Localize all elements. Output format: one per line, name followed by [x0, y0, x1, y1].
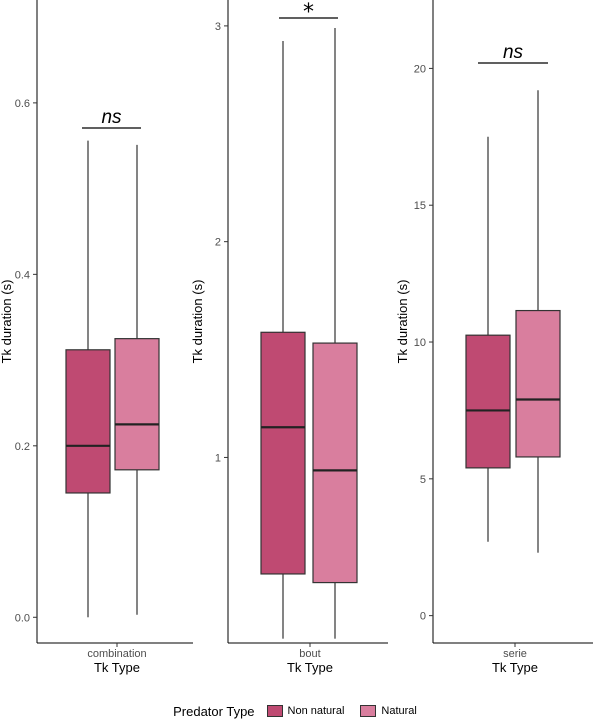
y-axis-title: Tk duration (s): [395, 280, 410, 364]
box-natural: [312, 342, 358, 584]
x-tick-label: serie: [503, 648, 527, 660]
box-non-natural: [65, 349, 111, 494]
y-tick-label: 20: [414, 63, 426, 75]
box-non-natural: [465, 334, 511, 469]
y-tick-label: 0.0: [15, 612, 30, 624]
x-tick-label: bout: [299, 648, 320, 660]
legend-title: Predator Type: [173, 703, 255, 719]
box-natural: [515, 309, 561, 458]
significance-label: ns: [503, 42, 524, 63]
legend-item-non-natural: Non natural: [266, 705, 345, 717]
legend-label-non-natural: Non natural: [287, 705, 345, 717]
significance-label: ns: [101, 107, 122, 128]
x-axis-title: Tk Type: [287, 660, 333, 675]
figure: 0.00.20.40.6Tk duration (s)combinationTk…: [0, 0, 593, 675]
panel-combination: 0.0 0.2 0.4 0.6 Tk duration (s) combinationTk…: [0, 0, 193, 675]
legend-key-natural: [360, 705, 377, 717]
y-tick-label: 0: [420, 611, 426, 623]
x-axis-title: Tk Type: [492, 660, 538, 675]
y-tick-label: 0.2: [15, 441, 30, 453]
y-tick-label: 2: [215, 237, 221, 249]
box-natural: [114, 338, 160, 471]
x-axis-title: Tk Type: [94, 660, 140, 675]
legend-label-natural: Natural: [381, 705, 417, 717]
y-axis-title: Tk duration (s): [0, 280, 14, 364]
legend-item-natural: Natural: [360, 705, 417, 717]
box-non-natural: [260, 331, 306, 575]
significance-label: *: [303, 0, 314, 25]
y-tick-label: 1: [215, 452, 221, 464]
y-tick-label: 15: [414, 200, 426, 212]
legend-key-non-natural: [266, 705, 283, 717]
y-tick-label: 0.6: [15, 98, 30, 110]
y-axis-title: Tk duration (s): [190, 280, 205, 364]
y-tick-label: 5: [420, 474, 426, 486]
y-tick-label: 10: [414, 337, 426, 349]
y-tick-label: 3: [215, 21, 221, 33]
legend: Predator Type Non natural Natural: [0, 700, 600, 722]
x-tick-label: combination: [87, 648, 146, 660]
y-tick-label: 0.4: [15, 269, 30, 281]
